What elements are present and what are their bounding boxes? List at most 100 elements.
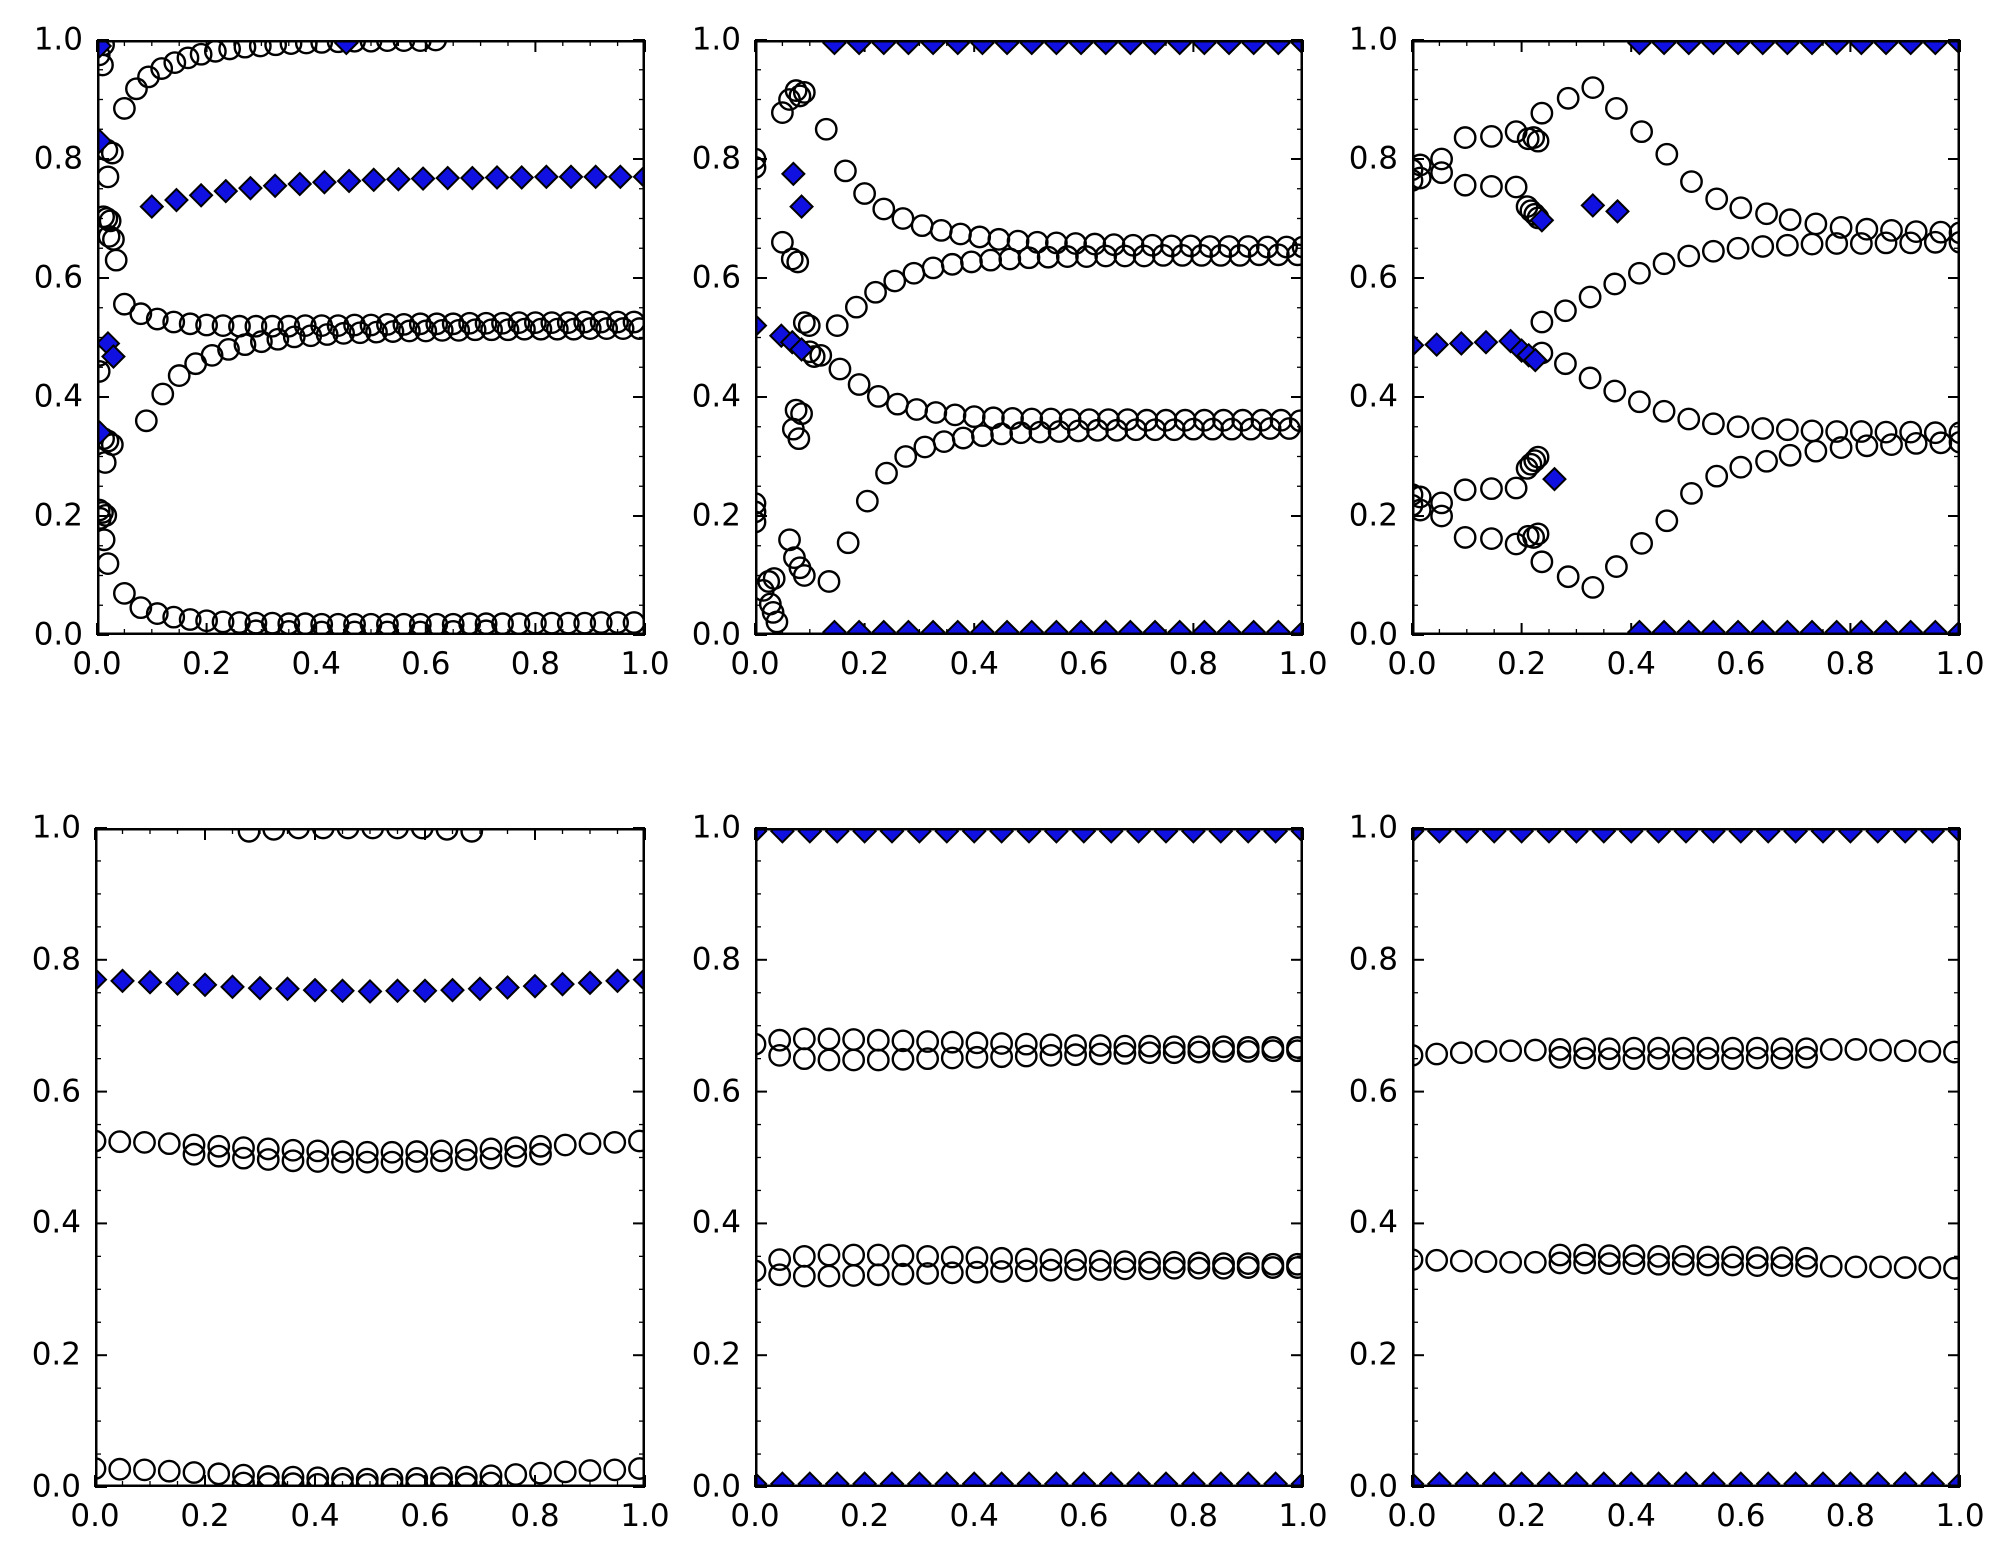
x-tick-label: 1.0 — [1278, 1498, 1328, 1534]
axis-ticks — [94, 827, 646, 1488]
diamond-markers — [95, 967, 645, 1004]
x-tick-label: 0.0 — [70, 1498, 120, 1534]
diamond-markers — [755, 40, 1303, 635]
y-tick-label: 0.6 — [1348, 259, 1398, 296]
x-tick-label: 0.4 — [949, 1498, 999, 1534]
x-tick-label: 0.8 — [510, 646, 561, 682]
markers — [97, 40, 645, 635]
axis-ticks — [754, 827, 1304, 1488]
y-tick-label: 0.0 — [691, 1468, 741, 1505]
y-tick-label: 0.8 — [31, 941, 81, 978]
x-tick-label: 0.0 — [1387, 1498, 1437, 1534]
plot-area — [96, 39, 646, 636]
markers — [755, 828, 1303, 1487]
x-tick-label: 0.6 — [1059, 646, 1109, 682]
axes-spines — [1412, 828, 1960, 1487]
x-tick-label: 0.6 — [400, 1498, 450, 1534]
y-tick-label: 0.0 — [31, 1468, 81, 1505]
x-tick-label: 0.2 — [839, 1498, 890, 1534]
y-tick-label: 0.0 — [1348, 616, 1398, 653]
x-tick-label: 0.6 — [1059, 1498, 1109, 1534]
x-tick-label: 0.2 — [1496, 1498, 1547, 1534]
x-tick-label: 0.8 — [1825, 1498, 1876, 1534]
axes-spines — [97, 40, 645, 635]
subplot-top-right: 0.0 0.2 0.4 0.6 0.8 1.0 0.0 0.2 0.4 0.6 0.8 1.0 — [1349, 24, 1985, 680]
x-tick-label: 0.8 — [1168, 1498, 1219, 1534]
markers — [1412, 40, 1960, 635]
circle-markers — [97, 40, 645, 635]
x-tick-label: 0.0 — [730, 646, 780, 682]
x-tick-label: 0.0 — [730, 1498, 780, 1534]
y-tick-label: 0.8 — [33, 140, 83, 177]
x-tick-label: 0.6 — [1716, 1498, 1766, 1534]
circle-markers — [1412, 1036, 1960, 1280]
x-tick-label: 1.0 — [1935, 646, 1985, 682]
y-tick-label: 0.8 — [1348, 941, 1398, 978]
axes-spines — [1412, 40, 1960, 635]
y-tick-label: 1.0 — [691, 21, 741, 58]
y-tick-label: 0.2 — [1348, 497, 1398, 534]
circle-markers — [95, 828, 645, 1487]
y-tick-label: 0.6 — [31, 1073, 81, 1110]
circle-markers — [1412, 76, 1960, 599]
markers — [1412, 828, 1960, 1487]
y-tick-label: 0.4 — [691, 1204, 741, 1241]
diamond-markers — [1412, 40, 1960, 635]
x-tick-label: 0.2 — [1496, 646, 1547, 682]
y-tick-label: 0.4 — [33, 378, 83, 415]
y-tick-label: 1.0 — [1348, 21, 1398, 58]
circle-markers — [755, 79, 1303, 634]
y-tick-label: 1.0 — [33, 21, 83, 58]
x-tick-label: 0.2 — [180, 1498, 230, 1534]
plot-area — [754, 827, 1304, 1488]
y-tick-label: 0.6 — [691, 1073, 741, 1110]
y-tick-label: 0.4 — [31, 1204, 81, 1241]
diamond-markers — [755, 828, 1303, 1487]
subplot-top-left: 0.0 0.2 0.4 0.6 0.8 1.0 0.0 0.2 0.4 0.6 0.8 1.0 — [34, 24, 670, 680]
y-tick-label: 0.8 — [691, 140, 741, 177]
y-tick-label: 0.0 — [691, 616, 741, 653]
axis-ticks — [1411, 39, 1961, 636]
x-tick-label: 0.8 — [510, 1498, 560, 1534]
x-tick-label: 0.2 — [181, 646, 232, 682]
x-tick-label: 0.2 — [839, 646, 890, 682]
y-tick-label: 0.4 — [691, 378, 741, 415]
axes-spines — [755, 828, 1303, 1487]
plot-area — [754, 39, 1304, 636]
y-tick-label: 0.2 — [31, 1336, 81, 1373]
y-tick-label: 0.0 — [1348, 1468, 1398, 1505]
y-tick-label: 0.6 — [691, 259, 741, 296]
x-tick-label: 0.6 — [1716, 646, 1766, 682]
x-tick-label: 0.4 — [291, 646, 341, 682]
circle-markers — [755, 1027, 1303, 1288]
x-tick-label: 1.0 — [620, 1498, 670, 1534]
subplot-top-middle: 0.0 0.2 0.4 0.6 0.8 1.0 0.0 0.2 0.4 0.6 0.8 1.0 — [692, 24, 1328, 680]
axis-ticks — [1411, 827, 1961, 1488]
subplot-bottom-middle: 0.0 0.2 0.4 0.6 0.8 1.0 0.0 0.2 0.4 0.6 0.8 1.0 — [692, 812, 1328, 1532]
plot-area — [94, 827, 646, 1488]
diamond-markers — [1412, 828, 1960, 1487]
y-tick-label: 1.0 — [1348, 809, 1398, 846]
x-tick-label: 0.4 — [1606, 646, 1656, 682]
y-tick-label: 1.0 — [31, 809, 81, 846]
y-tick-label: 0.8 — [1348, 140, 1398, 177]
x-tick-label: 0.4 — [949, 646, 999, 682]
x-tick-label: 0.8 — [1168, 646, 1219, 682]
y-tick-label: 0.4 — [1348, 1204, 1398, 1241]
x-tick-label: 0.4 — [1606, 1498, 1656, 1534]
y-tick-label: 1.0 — [691, 809, 741, 846]
markers — [95, 828, 645, 1487]
y-tick-label: 0.2 — [1348, 1336, 1398, 1373]
plot-area — [1411, 39, 1961, 636]
plot-area — [1411, 827, 1961, 1488]
y-tick-label: 0.2 — [691, 1336, 741, 1373]
subplot-bottom-left: 0.0 0.2 0.4 0.6 0.8 1.0 0.0 0.2 0.4 0.6 0.8 1.0 — [32, 812, 670, 1532]
y-tick-label: 0.8 — [691, 941, 741, 978]
x-tick-label: 1.0 — [1278, 646, 1328, 682]
x-tick-label: 1.0 — [1935, 1498, 1985, 1534]
diamond-markers — [97, 40, 645, 446]
y-tick-label: 0.6 — [1348, 1073, 1398, 1110]
y-tick-label: 0.4 — [1348, 378, 1398, 415]
axes-spines — [95, 828, 645, 1487]
